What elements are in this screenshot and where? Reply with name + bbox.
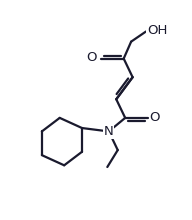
Text: OH: OH — [147, 24, 167, 37]
Text: O: O — [86, 51, 97, 64]
Text: O: O — [150, 111, 160, 124]
Text: N: N — [104, 125, 114, 138]
